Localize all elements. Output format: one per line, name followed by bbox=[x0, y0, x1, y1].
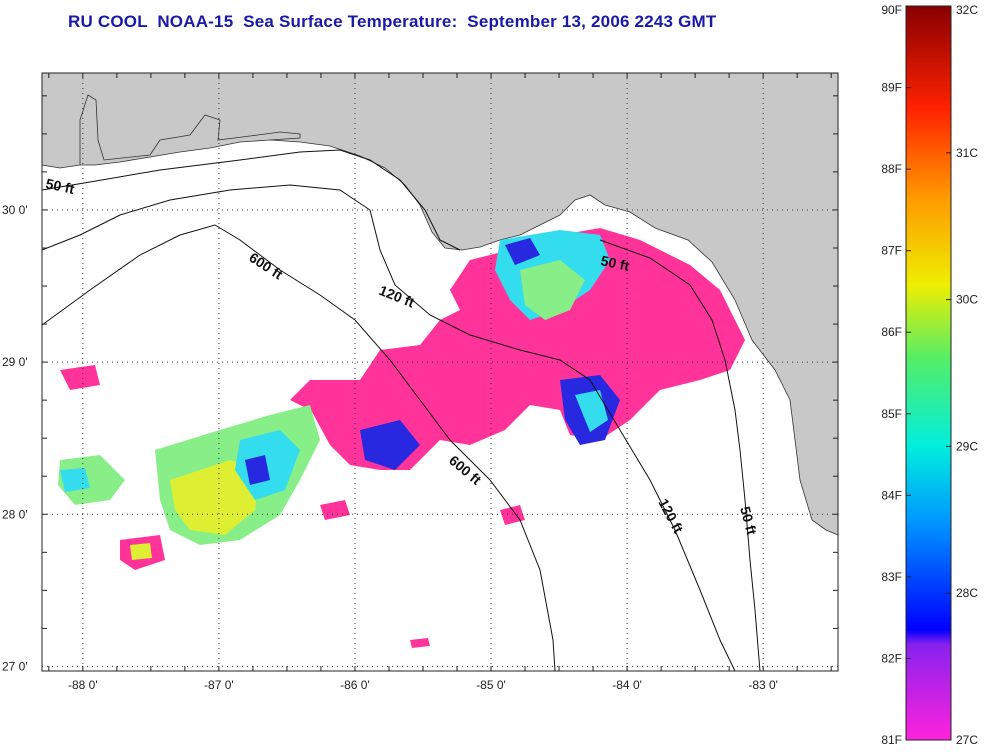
colorbar-c-label: 27C bbox=[956, 733, 978, 747]
colorbar-f-label: 85F bbox=[881, 407, 902, 421]
colorbar-c-label: 32C bbox=[956, 3, 978, 17]
lon-tick-label: -87 0' bbox=[204, 678, 234, 692]
colorbar-f-label: 83F bbox=[881, 570, 902, 584]
lon-tick-label: -85 0' bbox=[476, 678, 506, 692]
colorbar-f-label: 82F bbox=[881, 651, 902, 665]
graticule bbox=[42, 73, 838, 671]
colorbar-c-label: 30C bbox=[956, 293, 978, 307]
colorbar-gradient bbox=[905, 5, 952, 741]
colorbar-f-label: 90F bbox=[881, 3, 902, 17]
lon-tick-label: -83 0' bbox=[748, 678, 778, 692]
colorbar: 90F 89F 88F 87F 86F 85F 84F 83F 82F 81F 32C 31C 30C 2… bbox=[881, 3, 978, 747]
colorbar-f-label: 87F bbox=[881, 244, 902, 258]
lon-tick-label: -88 0' bbox=[68, 678, 98, 692]
depth-label: 50 ft bbox=[737, 505, 760, 537]
colorbar-f-label: 81F bbox=[881, 733, 902, 747]
lat-tick-label: 27 0' bbox=[2, 659, 28, 673]
colorbar-f-label: 88F bbox=[881, 162, 902, 176]
lat-tick-label: 29 0' bbox=[2, 355, 28, 369]
depth-label: 50 ft bbox=[44, 175, 76, 197]
colorbar-c-label: 31C bbox=[956, 146, 978, 160]
lat-tick-label: 28 0' bbox=[2, 507, 28, 521]
colorbar-f-label: 86F bbox=[881, 325, 902, 339]
lon-tick-label: -84 0' bbox=[612, 678, 642, 692]
map-frame bbox=[41, 72, 839, 672]
axis-labels: -88 0' -87 0' -86 0' -85 0' -84 0' -83 0' 30 0… bbox=[2, 203, 778, 692]
colorbar-c-label: 28C bbox=[956, 586, 978, 600]
land-mass bbox=[41, 72, 839, 671]
depth-contours bbox=[41, 149, 761, 672]
colorbar-f-label: 84F bbox=[881, 488, 902, 502]
lon-tick-label: -86 0' bbox=[340, 678, 370, 692]
depth-label: 50 ft bbox=[599, 252, 631, 274]
colorbar-c-label: 29C bbox=[956, 439, 978, 453]
map-title: RU COOL NOAA-15 Sea Surface Temperature:… bbox=[68, 12, 717, 31]
lat-tick-label: 30 0' bbox=[2, 203, 28, 217]
colorbar-f-label: 89F bbox=[881, 81, 902, 95]
